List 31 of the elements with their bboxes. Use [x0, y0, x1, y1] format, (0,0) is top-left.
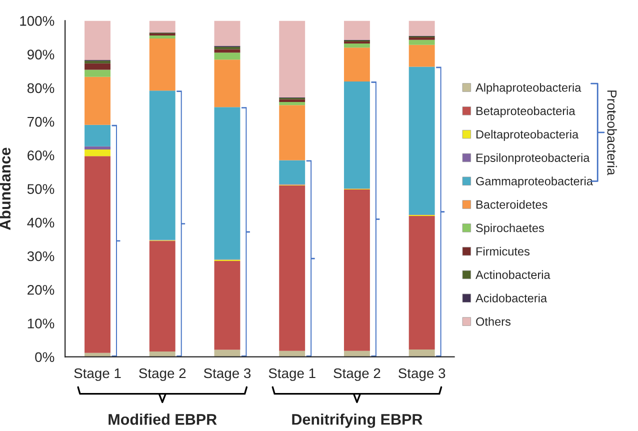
x-tick-label: Stage 2 — [334, 368, 380, 381]
x-tick-label: Stage 2 — [139, 368, 186, 381]
x-tick-label: Stage 3 — [398, 368, 446, 381]
y-tick-label: 0% — [35, 352, 54, 362]
y-tick-label: 90% — [28, 50, 54, 60]
y-tick-label: 20% — [28, 284, 54, 295]
legend-label: Spirochaetes — [476, 223, 544, 234]
y-tick-label: 60% — [28, 150, 54, 160]
y-tick-label: 70% — [28, 116, 54, 127]
x-tick-label: Stage 1 — [268, 368, 316, 381]
text: Modified EBPR — [108, 414, 217, 425]
legend-label: Gammaproteobacteria — [476, 176, 593, 188]
y-tick-label: 100% — [20, 16, 54, 26]
text: Proteobacteria — [607, 90, 617, 176]
legend-label: Actinobacteria — [476, 270, 550, 279]
legend-label: Deltaproteobacteria — [476, 130, 579, 141]
legend-label: Bacteroidetes — [476, 200, 548, 209]
y-tick-label: 50% — [27, 184, 54, 194]
y-tick-label: 10% — [28, 318, 54, 328]
legend-label: Others — [476, 317, 511, 326]
legend-label: Firmicutes — [476, 246, 530, 256]
legend-label: Epsilonproteobacteria — [476, 153, 590, 164]
y-tick-label: 30% — [27, 251, 54, 262]
y-tick-label: 40% — [27, 218, 54, 228]
legend-label: Betaproteobacteria — [476, 106, 576, 118]
y-tick-label: 80% — [27, 83, 54, 94]
x-tick-label: Stage 3 — [204, 368, 251, 381]
text: Denitrifying EBPR — [292, 414, 422, 428]
x-tick-label: Stage 1 — [74, 368, 121, 381]
legend-label: Alphaproteobacteria — [476, 83, 582, 94]
legend-label: Acidobacteria — [476, 294, 548, 302]
